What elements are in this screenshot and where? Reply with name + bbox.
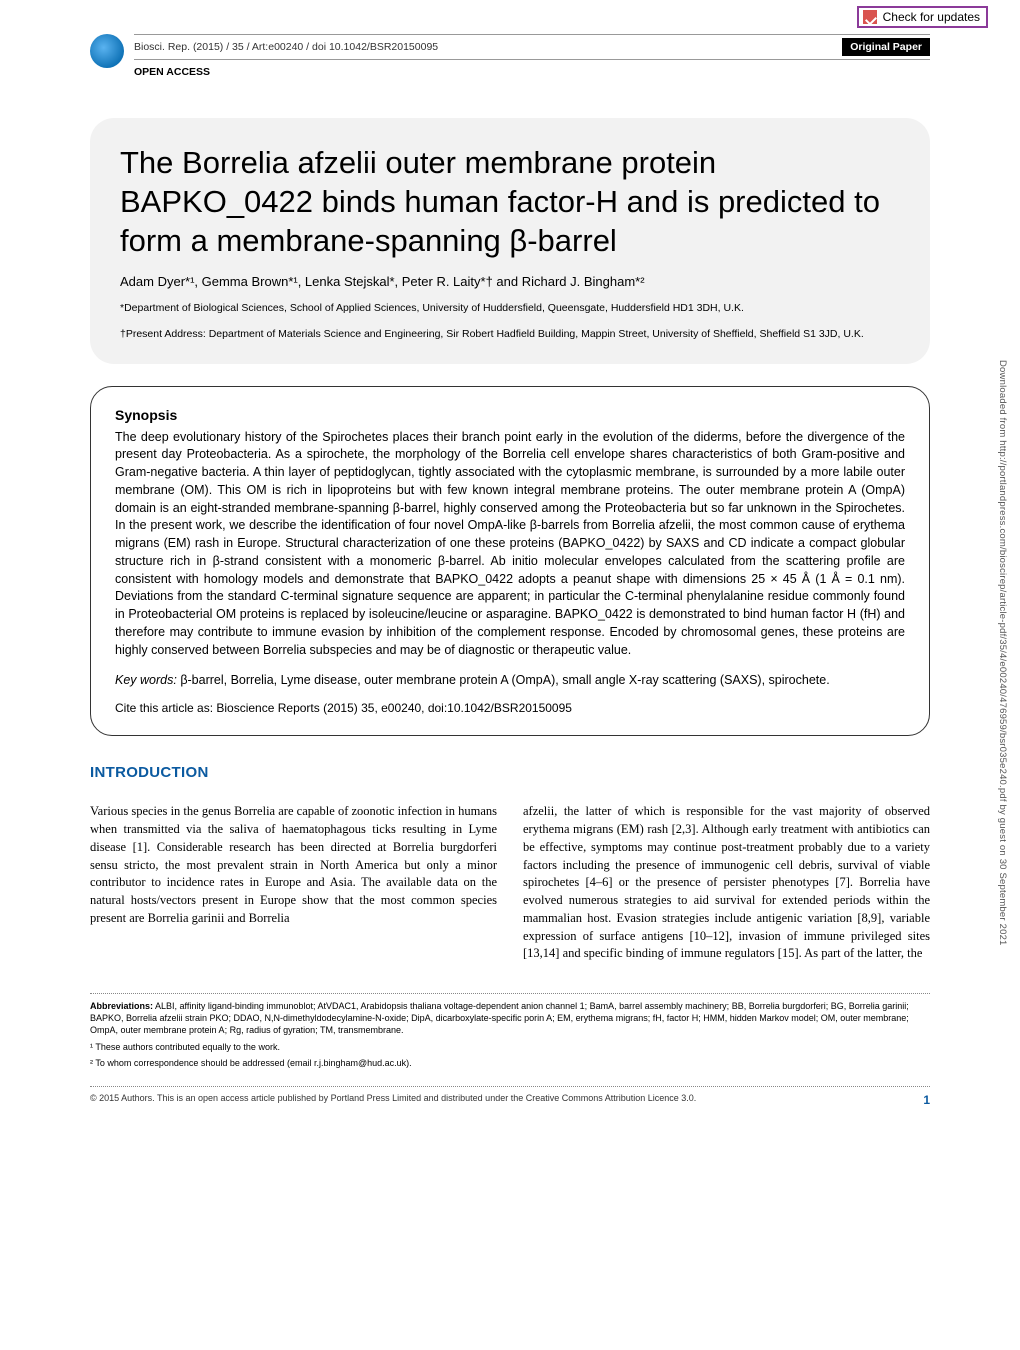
citation-bar: Biosci. Rep. (2015) / 35 / Art:e00240 / … <box>134 34 930 60</box>
synopsis-heading: Synopsis <box>115 407 905 423</box>
authors-line: Adam Dyer*¹, Gemma Brown*¹, Lenka Stejsk… <box>120 274 900 289</box>
intro-col-1: Various species in the genus Borrelia ar… <box>90 803 497 963</box>
download-watermark: Downloaded from http://portlandpress.com… <box>997 360 1008 946</box>
keywords-text: β-barrel, Borrelia, Lyme disease, outer … <box>177 673 830 687</box>
paper-type-badge: Original Paper <box>842 38 930 56</box>
abbrev-label: Abbreviations: <box>90 1001 153 1011</box>
synopsis-box: Synopsis The deep evolutionary history o… <box>90 386 930 737</box>
header: Biosci. Rep. (2015) / 35 / Art:e00240 / … <box>90 34 930 78</box>
footnote-2: ² To whom correspondence should be addre… <box>90 1057 930 1070</box>
title-card: The Borrelia afzelii outer membrane prot… <box>90 118 930 364</box>
affiliation-1: *Department of Biological Sciences, Scho… <box>120 301 900 315</box>
affiliation-2: †Present Address: Department of Material… <box>120 327 900 341</box>
check-updates-label: Check for updates <box>883 10 980 24</box>
journal-logo-icon <box>90 34 124 68</box>
copyright-text: © 2015 Authors. This is an open access a… <box>90 1093 696 1107</box>
cite-as: Cite this article as: Bioscience Reports… <box>115 701 905 715</box>
synopsis-body: The deep evolutionary history of the Spi… <box>115 429 905 660</box>
citation-text: Biosci. Rep. (2015) / 35 / Art:e00240 / … <box>134 41 438 53</box>
intro-columns: Various species in the genus Borrelia ar… <box>90 803 930 963</box>
article-title: The Borrelia afzelii outer membrane prot… <box>120 144 900 260</box>
footer: © 2015 Authors. This is an open access a… <box>90 1093 930 1107</box>
divider <box>90 993 930 994</box>
introduction-heading: INTRODUCTION <box>90 764 930 781</box>
abbreviations: Abbreviations: ALBI, affinity ligand-bin… <box>90 1000 930 1036</box>
open-access-label: OPEN ACCESS <box>134 66 930 78</box>
checkmark-icon <box>863 10 877 24</box>
keywords-line: Key words: β-barrel, Borrelia, Lyme dise… <box>115 673 905 687</box>
keywords-label: Key words: <box>115 673 177 687</box>
abbrev-text: ALBI, affinity ligand-binding immunoblot… <box>90 1001 909 1035</box>
page-number: 1 <box>923 1093 930 1107</box>
intro-col-2: afzelii, the latter of which is responsi… <box>523 803 930 963</box>
check-updates-button[interactable]: Check for updates <box>857 6 988 28</box>
footnote-1: ¹ These authors contributed equally to t… <box>90 1041 930 1054</box>
footer-divider <box>90 1086 930 1087</box>
